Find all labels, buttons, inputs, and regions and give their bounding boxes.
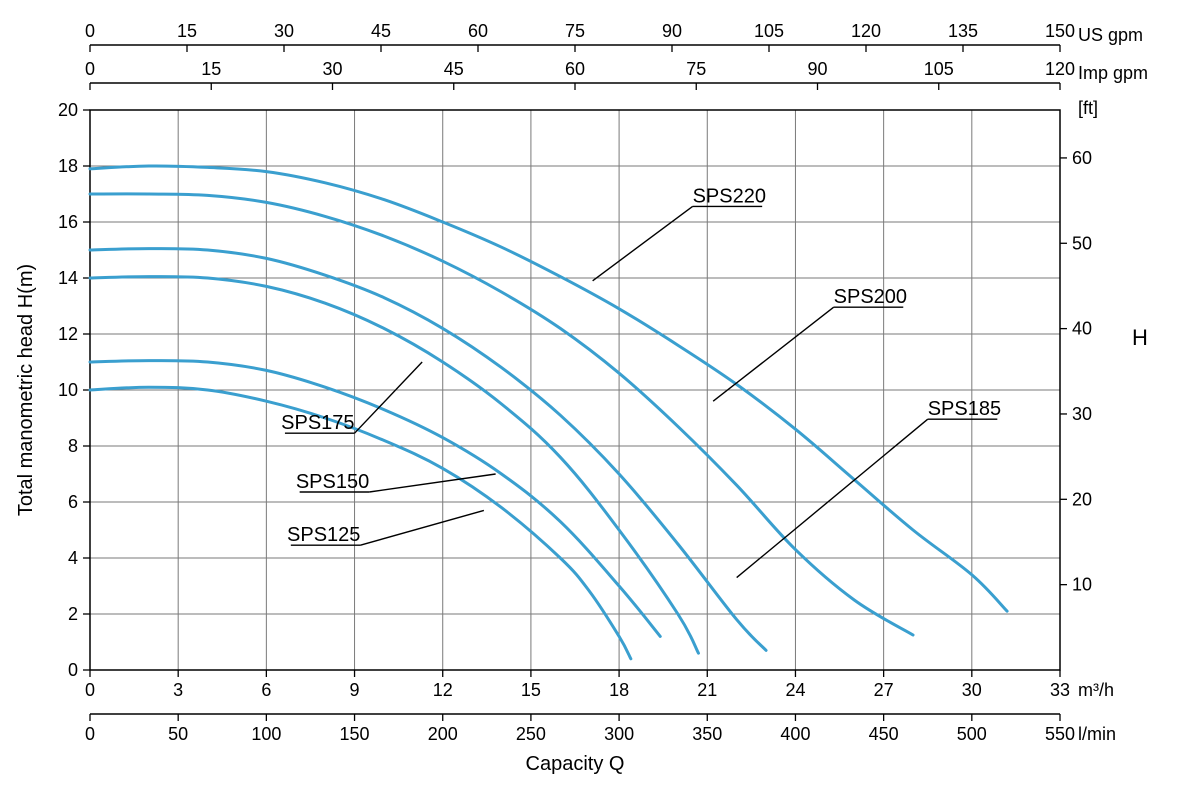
secondary-y-label: H bbox=[1132, 325, 1148, 350]
tick-impgpm: 120 bbox=[1045, 59, 1075, 79]
tick-impgpm: 90 bbox=[807, 59, 827, 79]
tick-impgpm: 0 bbox=[85, 59, 95, 79]
tick-m3h: 15 bbox=[521, 680, 541, 700]
tick-usgpm: 15 bbox=[177, 21, 197, 41]
tick-head-m: 18 bbox=[58, 156, 78, 176]
tick-m3h: 27 bbox=[874, 680, 894, 700]
tick-impgpm: 75 bbox=[686, 59, 706, 79]
tick-m3h: 6 bbox=[261, 680, 271, 700]
curve-label-sps220: SPS220 bbox=[693, 185, 766, 207]
tick-usgpm: 0 bbox=[85, 21, 95, 41]
unit-lmin: l/min bbox=[1078, 724, 1116, 744]
tick-lmin: 200 bbox=[428, 724, 458, 744]
unit-m3h: m³/h bbox=[1078, 680, 1114, 700]
tick-usgpm: 45 bbox=[371, 21, 391, 41]
pump-curve-chart: 0153045607590105120135150US gpm015304560… bbox=[0, 0, 1200, 799]
tick-head-m: 8 bbox=[68, 436, 78, 456]
tick-lmin: 0 bbox=[85, 724, 95, 744]
tick-lmin: 300 bbox=[604, 724, 634, 744]
tick-m3h: 9 bbox=[350, 680, 360, 700]
curve-label-sps150: SPS150 bbox=[296, 471, 369, 493]
tick-head-m: 2 bbox=[68, 604, 78, 624]
tick-usgpm: 120 bbox=[851, 21, 881, 41]
tick-head-ft: 50 bbox=[1072, 233, 1092, 253]
tick-usgpm: 75 bbox=[565, 21, 585, 41]
tick-m3h: 33 bbox=[1050, 680, 1070, 700]
tick-head-m: 10 bbox=[58, 380, 78, 400]
x-axis-label: Capacity Q bbox=[526, 753, 625, 775]
tick-usgpm: 150 bbox=[1045, 21, 1075, 41]
tick-lmin: 250 bbox=[516, 724, 546, 744]
tick-lmin: 450 bbox=[869, 724, 899, 744]
tick-head-ft: 20 bbox=[1072, 489, 1092, 509]
tick-head-m: 16 bbox=[58, 212, 78, 232]
curve-label-sps200: SPS200 bbox=[834, 286, 907, 308]
tick-lmin: 350 bbox=[692, 724, 722, 744]
tick-lmin: 550 bbox=[1045, 724, 1075, 744]
curve-label-sps175: SPS175 bbox=[281, 412, 354, 434]
tick-m3h: 0 bbox=[85, 680, 95, 700]
tick-head-m: 12 bbox=[58, 324, 78, 344]
tick-m3h: 24 bbox=[785, 680, 805, 700]
tick-usgpm: 135 bbox=[948, 21, 978, 41]
tick-head-ft: 40 bbox=[1072, 319, 1092, 339]
tick-impgpm: 105 bbox=[924, 59, 954, 79]
tick-head-m: 14 bbox=[58, 268, 78, 288]
tick-m3h: 3 bbox=[173, 680, 183, 700]
unit-impgpm: Imp gpm bbox=[1078, 63, 1148, 83]
tick-lmin: 50 bbox=[168, 724, 188, 744]
tick-head-ft: 30 bbox=[1072, 404, 1092, 424]
tick-head-ft: 60 bbox=[1072, 148, 1092, 168]
tick-impgpm: 60 bbox=[565, 59, 585, 79]
tick-head-m: 20 bbox=[58, 100, 78, 120]
curve-label-sps185: SPS185 bbox=[928, 398, 1001, 420]
tick-lmin: 100 bbox=[251, 724, 281, 744]
tick-head-m: 6 bbox=[68, 492, 78, 512]
tick-usgpm: 105 bbox=[754, 21, 784, 41]
tick-m3h: 12 bbox=[433, 680, 453, 700]
unit-ft: [ft] bbox=[1078, 98, 1098, 118]
unit-usgpm: US gpm bbox=[1078, 25, 1143, 45]
tick-usgpm: 60 bbox=[468, 21, 488, 41]
tick-head-m: 4 bbox=[68, 548, 78, 568]
tick-head-ft: 10 bbox=[1072, 575, 1092, 595]
tick-m3h: 21 bbox=[697, 680, 717, 700]
tick-impgpm: 30 bbox=[322, 59, 342, 79]
tick-impgpm: 15 bbox=[201, 59, 221, 79]
tick-impgpm: 45 bbox=[444, 59, 464, 79]
tick-lmin: 400 bbox=[780, 724, 810, 744]
tick-usgpm: 30 bbox=[274, 21, 294, 41]
tick-lmin: 500 bbox=[957, 724, 987, 744]
tick-m3h: 30 bbox=[962, 680, 982, 700]
y-axis-label: Total manometric head H(m) bbox=[15, 264, 37, 516]
tick-head-m: 0 bbox=[68, 660, 78, 680]
curve-label-sps125: SPS125 bbox=[287, 524, 360, 546]
tick-m3h: 18 bbox=[609, 680, 629, 700]
tick-lmin: 150 bbox=[340, 724, 370, 744]
tick-usgpm: 90 bbox=[662, 21, 682, 41]
